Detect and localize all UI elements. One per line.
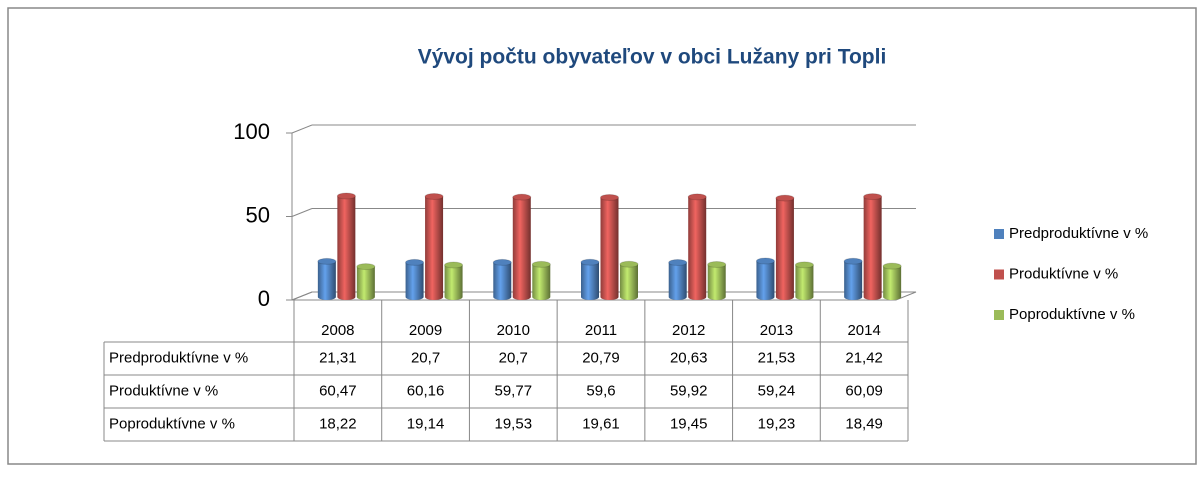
- bar-top: [707, 261, 727, 269]
- table-cell: 59,77: [495, 382, 533, 399]
- table-cell: 20,63: [670, 349, 708, 366]
- bar-top: [668, 259, 688, 267]
- x-tick-label: 2014: [847, 322, 880, 339]
- bar-top: [512, 193, 532, 201]
- table-cell: 60,47: [319, 382, 357, 399]
- bar-top: [336, 192, 356, 200]
- bar-top: [492, 258, 512, 266]
- chart-title: Vývoj počtu obyvateľov v obci Lužany pri…: [418, 46, 887, 69]
- table-cell: 59,24: [758, 382, 796, 399]
- bar-top: [775, 194, 795, 202]
- table-cell: 21,31: [319, 349, 357, 366]
- bar: [317, 261, 336, 300]
- table-cell: 59,6: [586, 382, 615, 399]
- y-tick-label: 0: [258, 286, 270, 311]
- x-tick-label: 2010: [497, 322, 530, 339]
- x-tick-label: 2011: [585, 322, 617, 339]
- bar-top: [531, 260, 551, 268]
- bar-top: [794, 261, 814, 269]
- bar: [532, 264, 551, 300]
- table-cell: 21,42: [845, 349, 883, 366]
- legend-label: Predproduktívne v %: [1009, 225, 1148, 242]
- bar: [493, 262, 512, 300]
- x-tick-label: 2012: [672, 322, 705, 339]
- bar-top: [444, 261, 464, 269]
- table-cell: 20,7: [411, 349, 440, 366]
- table-cell: 59,92: [670, 382, 708, 399]
- table-row-label: Produktívne v %: [109, 382, 218, 399]
- table-cell: 21,53: [758, 349, 796, 366]
- table-cell: 18,22: [319, 415, 357, 432]
- table-row-label: Poproduktívne v %: [109, 415, 235, 432]
- bar: [356, 266, 375, 300]
- bar: [444, 265, 463, 300]
- bar: [863, 196, 882, 300]
- bar-top: [619, 260, 639, 268]
- bar: [795, 264, 814, 300]
- bar: [620, 264, 638, 300]
- table-cell: 19,45: [670, 415, 708, 432]
- bar-top: [580, 258, 600, 266]
- table-cell: 19,53: [495, 415, 533, 432]
- x-tick-label: 2013: [760, 322, 793, 339]
- bar: [883, 266, 902, 300]
- bar: [581, 262, 599, 300]
- table-cell: 19,14: [407, 415, 445, 432]
- bar: [512, 197, 531, 300]
- bar: [707, 264, 726, 300]
- bar: [668, 262, 687, 300]
- bar-top: [317, 257, 337, 265]
- bar: [844, 261, 863, 300]
- table-cell: 20,7: [499, 349, 528, 366]
- grid-line: [291, 208, 313, 217]
- table-cell: 60,09: [845, 382, 883, 399]
- bar-top: [600, 193, 619, 201]
- y-tick-label: 100: [233, 119, 270, 144]
- bar: [775, 198, 794, 300]
- bar: [688, 196, 707, 300]
- bar-top: [405, 258, 425, 266]
- table-cell: 18,49: [845, 415, 883, 432]
- bar: [600, 197, 619, 300]
- legend-swatch: [994, 269, 1004, 280]
- grid-line: [291, 124, 313, 134]
- legend-swatch: [994, 229, 1004, 239]
- bar-top: [687, 193, 707, 201]
- bar-top: [424, 193, 444, 201]
- bar-top: [755, 257, 775, 265]
- legend-label: Poproduktívne v %: [1009, 306, 1135, 323]
- bar-top: [356, 263, 376, 271]
- bar: [405, 262, 424, 300]
- grid-line: [291, 291, 313, 301]
- bar: [337, 196, 356, 300]
- x-tick-label: 2008: [321, 322, 354, 339]
- table-row-label: Predproduktívne v %: [109, 349, 248, 366]
- bar: [756, 261, 775, 300]
- bar: [425, 196, 444, 300]
- legend-label: Produktívne v %: [1009, 265, 1118, 282]
- bar-top: [882, 262, 902, 270]
- x-tick-label: 2009: [409, 322, 442, 339]
- table-cell: 19,23: [758, 415, 796, 432]
- y-tick-label: 50: [246, 202, 270, 227]
- table-cell: 20,79: [582, 349, 620, 366]
- bar-top: [843, 257, 863, 265]
- table-cell: 19,61: [582, 415, 620, 432]
- bar-top: [863, 193, 883, 201]
- legend-swatch: [994, 310, 1004, 320]
- table-cell: 60,16: [407, 382, 445, 399]
